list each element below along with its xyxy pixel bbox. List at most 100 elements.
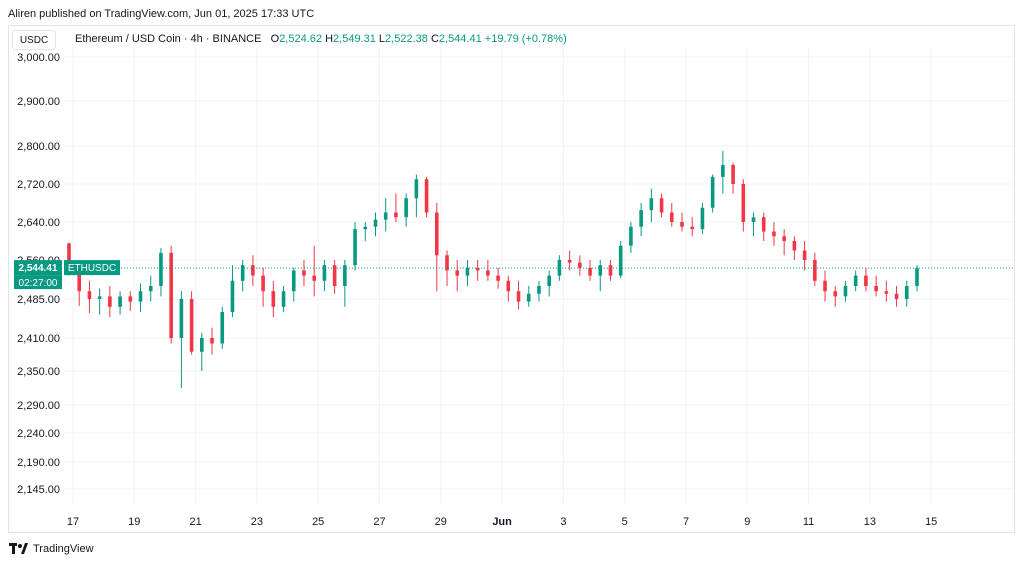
candle-body — [169, 252, 173, 338]
candle-body — [108, 296, 112, 307]
x-tick-label: 7 — [683, 516, 689, 528]
legend-open-value: 2,524.62 — [279, 33, 323, 45]
candle-body — [741, 184, 746, 222]
candle-body — [210, 338, 214, 344]
candle-body — [547, 275, 551, 286]
legend-high-label: H — [325, 33, 334, 45]
candle-body — [915, 268, 919, 286]
candle-body — [373, 219, 378, 227]
candle-body — [383, 212, 388, 220]
candle-body — [261, 275, 265, 292]
legend-change: +19.79 (+0.78%) — [484, 33, 567, 45]
candle-body — [271, 291, 276, 307]
chart-legend: Ethereum / USD Coin · 4h · BINANCE O2,52… — [75, 33, 567, 45]
candle-body — [475, 267, 480, 271]
x-tick-label: 3 — [560, 516, 566, 528]
candle-body — [394, 212, 398, 218]
candle-body — [618, 245, 623, 276]
countdown-label: 02:27:00 — [19, 278, 58, 289]
candle-body — [516, 291, 521, 302]
y-tick-label: 2,720.00 — [17, 179, 60, 191]
candle-body — [608, 265, 613, 276]
y-tick-label: 2,800.00 — [17, 141, 60, 153]
candle-body — [792, 241, 797, 251]
candle-body — [598, 265, 603, 276]
candle-body — [322, 265, 327, 281]
x-tick-label: 27 — [373, 516, 385, 528]
candle-body — [639, 210, 643, 227]
candle-body — [669, 212, 674, 222]
symbol-tag-box — [64, 260, 120, 276]
candle-body — [404, 198, 408, 218]
candle-body — [751, 217, 756, 222]
candle-body — [465, 267, 470, 276]
footer-logo[interactable]: TradingView — [9, 543, 94, 555]
countdown-box — [14, 275, 62, 290]
x-tick-label: 9 — [744, 516, 750, 528]
last-price-box — [14, 260, 62, 276]
candle-body — [230, 280, 235, 312]
candle-body — [87, 291, 92, 299]
candle-body — [281, 291, 286, 307]
y-tick-label: 2,900.00 — [17, 96, 60, 108]
candle-body — [312, 275, 316, 281]
candle-body — [445, 255, 449, 271]
chart-frame — [8, 25, 1015, 533]
candle-body — [179, 299, 184, 338]
candle-body — [67, 243, 71, 268]
x-tick-label: 29 — [435, 516, 447, 528]
symbol-tag-label: ETHUSDC — [68, 263, 116, 274]
candle-body — [680, 222, 684, 227]
candle-body — [240, 265, 245, 281]
candle-body — [813, 260, 817, 281]
x-tick-label: 11 — [803, 516, 814, 528]
y-tick-label: 2,485.00 — [17, 294, 60, 306]
candle-body — [343, 265, 347, 286]
y-tick-label: 2,640.00 — [17, 217, 60, 229]
candle-body — [864, 275, 868, 286]
x-tick-label: 15 — [925, 516, 937, 528]
candle-body — [455, 270, 460, 276]
candle-body — [833, 291, 838, 297]
candle-body — [853, 275, 858, 286]
candle-body — [772, 231, 776, 237]
x-tick-label: 5 — [622, 516, 628, 528]
candle-body — [537, 286, 541, 294]
candle-body — [189, 299, 194, 352]
legend-high-value: 2,549.31 — [333, 33, 376, 45]
candle-body — [414, 179, 419, 199]
candle-body — [332, 265, 337, 286]
x-tick-label: 21 — [189, 516, 201, 528]
candle-body — [138, 291, 143, 302]
y-tick-label: 2,350.00 — [17, 366, 60, 378]
candle-body — [496, 275, 500, 281]
candle-body — [128, 296, 133, 302]
candle-body — [710, 176, 715, 208]
x-tick-label: 23 — [251, 516, 263, 528]
candle-body — [506, 280, 511, 292]
candle-body — [690, 226, 695, 230]
candle-body — [731, 165, 735, 184]
candle-body — [77, 267, 82, 292]
candle-body — [874, 286, 878, 292]
symbol-button[interactable]: USDC — [12, 30, 56, 50]
x-tick-label: 25 — [312, 516, 324, 528]
x-tick-label: 13 — [864, 516, 876, 528]
candle-body — [894, 293, 899, 299]
y-tick-label: 3,000.00 — [17, 52, 60, 64]
last-price-label: 2,544.41 — [19, 263, 58, 274]
candle-body — [424, 179, 429, 213]
candle-body — [220, 312, 225, 344]
tradingview-logo-icon — [9, 543, 28, 554]
candle-body — [251, 265, 255, 276]
y-tick-label: 2,290.00 — [17, 400, 60, 412]
candle-body — [884, 291, 889, 294]
footer-brand: TradingView — [33, 543, 94, 555]
x-tick-label: Jun — [492, 516, 512, 528]
candle-body — [486, 270, 490, 276]
candle-body — [721, 165, 725, 177]
candle-body — [291, 270, 296, 292]
legend-close-value: 2,544.41 — [438, 33, 482, 45]
candle-body — [761, 217, 766, 232]
